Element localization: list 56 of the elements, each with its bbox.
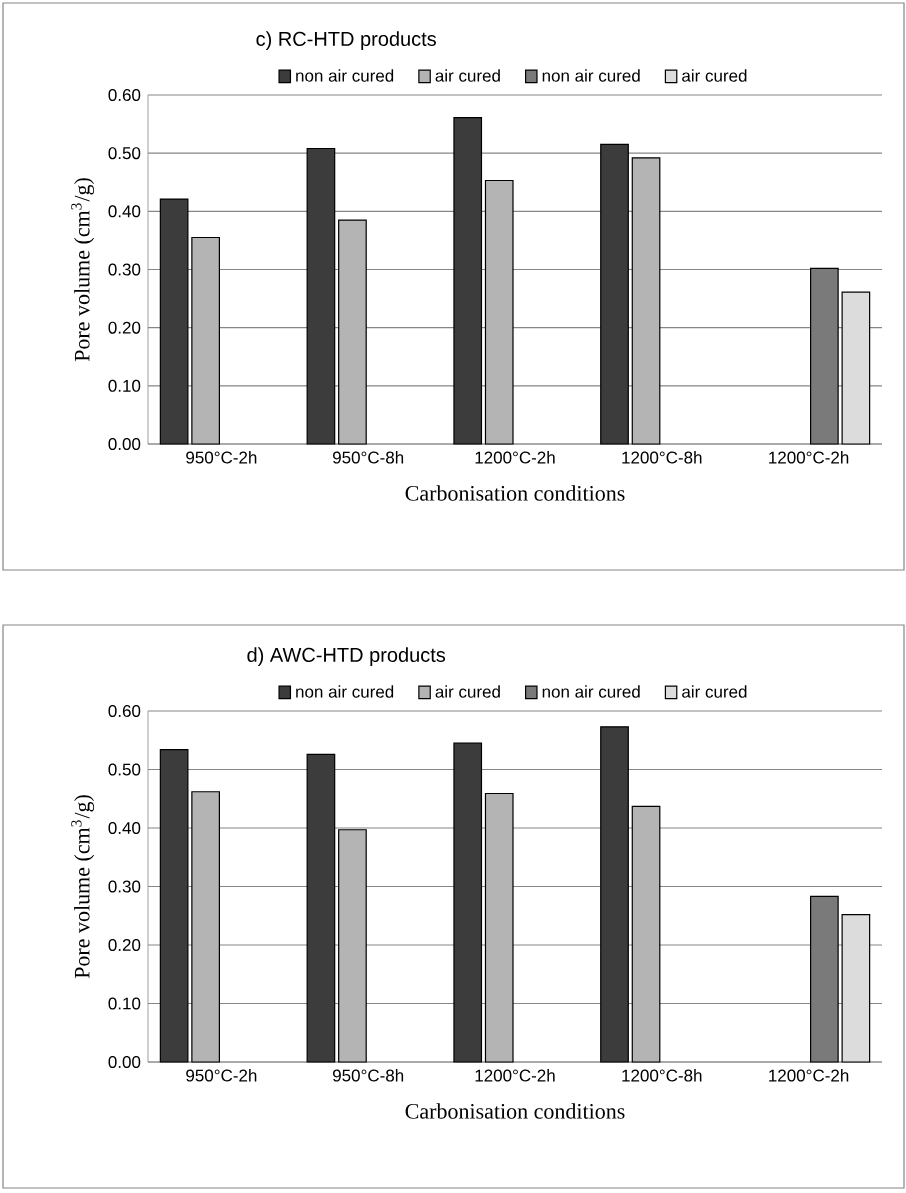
y-tick-label: 0.40 <box>108 205 141 218</box>
x-tick-label: 950°C-8h <box>332 1069 404 1082</box>
y-tick-label: 0.10 <box>108 997 141 1010</box>
y-tick-label: 0.00 <box>108 1056 141 1069</box>
x-axis-title: Carbonisation conditions <box>405 1103 625 1119</box>
bar <box>600 726 629 1063</box>
y-tick-label: 0.20 <box>108 939 141 952</box>
x-tick-label: 1200°C-2h <box>475 451 555 464</box>
legend-label: non air cured <box>296 69 394 82</box>
bar <box>338 829 367 1063</box>
x-tick-label: 950°C-8h <box>332 451 404 464</box>
bar <box>191 236 220 445</box>
legend-label: air cured <box>435 69 500 82</box>
legend-label: non air cured <box>542 685 640 698</box>
x-tick-label: 950°C-2h <box>186 1069 257 1082</box>
bar <box>600 143 629 445</box>
y-tick-label: 0.30 <box>108 263 141 276</box>
bar <box>631 157 661 445</box>
legend-label: air cured <box>682 69 747 82</box>
y-tick-label: 0.60 <box>108 89 141 102</box>
y-tick-label: 0.30 <box>108 880 141 893</box>
x-tick-label: 1200°C-8h <box>622 451 702 464</box>
bar <box>841 291 871 445</box>
bar <box>306 147 336 445</box>
bar <box>159 198 189 445</box>
x-tick-label: 1200°C-2h <box>769 451 849 464</box>
bar <box>159 749 189 1063</box>
bar <box>338 219 367 445</box>
chart-title: c) RC-HTD products <box>256 31 436 50</box>
x-tick-label: 950°C-2h <box>186 451 257 464</box>
legend-label: non air cured <box>296 685 394 698</box>
x-axis-title: Carbonisation conditions <box>405 485 625 501</box>
bar <box>484 179 514 445</box>
x-tick-label: 1200°C-2h <box>769 1069 849 1082</box>
bar <box>841 914 871 1063</box>
y-tick-label: 0.20 <box>108 321 141 334</box>
y-tick-label: 0.50 <box>108 763 141 776</box>
y-axis-title: Pore volume (cm$^{3}$/g) <box>71 795 95 979</box>
bar <box>191 791 220 1063</box>
bar <box>306 753 336 1063</box>
legend-label: non air cured <box>542 69 640 82</box>
legend-label: air cured <box>682 685 747 698</box>
y-tick-label: 0.50 <box>108 147 141 160</box>
chart-title: d) AWC-HTD products <box>247 647 446 666</box>
bar <box>484 792 514 1063</box>
y-tick-label: 0.10 <box>108 379 141 392</box>
bar <box>453 117 483 445</box>
x-tick-label: 1200°C-8h <box>622 1069 702 1082</box>
x-tick-label: 1200°C-2h <box>475 1069 555 1082</box>
y-axis-title: Pore volume (cm$^{3}$/g) <box>71 178 95 362</box>
y-tick-label: 0.60 <box>108 705 141 718</box>
y-tick-label: 0.00 <box>108 438 141 451</box>
bar <box>631 805 661 1063</box>
y-tick-label: 0.40 <box>108 822 141 835</box>
bar <box>453 742 483 1063</box>
legend-label: air cured <box>435 685 500 698</box>
